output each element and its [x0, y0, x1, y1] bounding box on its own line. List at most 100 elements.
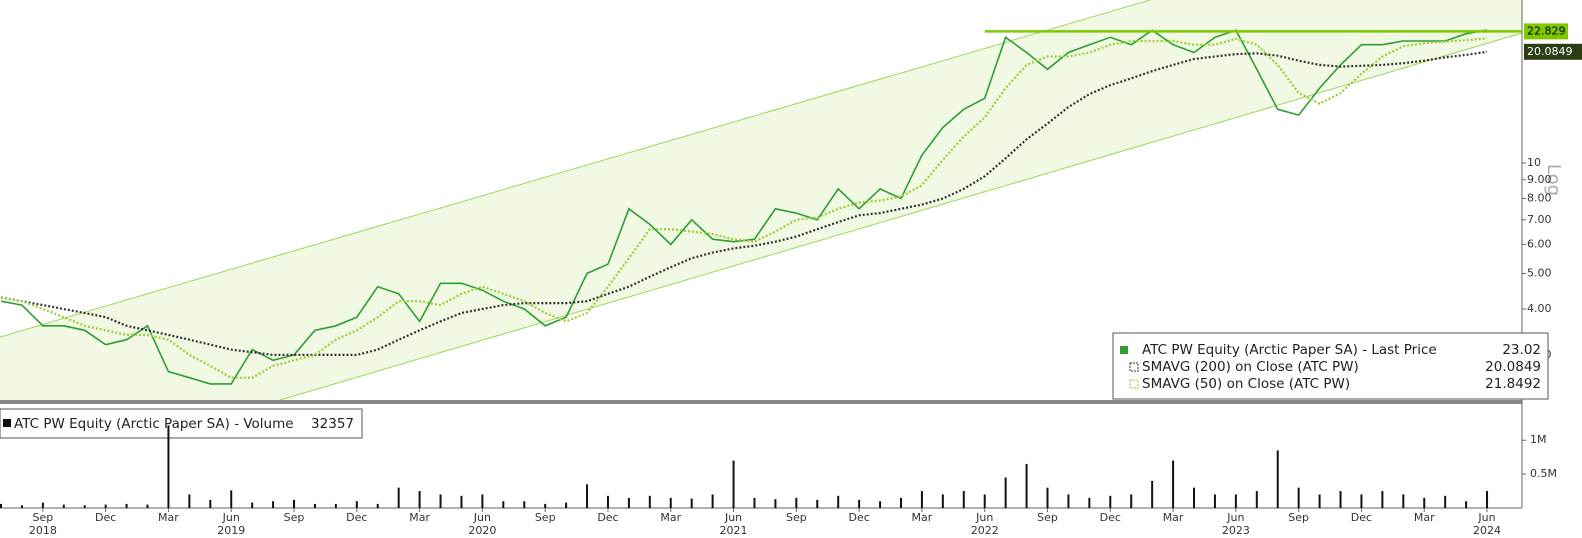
x-tick-label: Jun [1226, 511, 1244, 524]
x-tick-label: Jun [724, 511, 742, 524]
volume-bar [188, 494, 191, 508]
x-tick-label: Mar [1163, 511, 1184, 524]
x-tick-label: Jun [222, 511, 240, 524]
volume-bar [1004, 477, 1007, 508]
year-label: 2020 [468, 524, 496, 537]
volume-bar [732, 460, 735, 508]
legend-box [0, 408, 363, 439]
volume-bar [586, 484, 589, 508]
volume-bar [1213, 494, 1216, 508]
volume-bar [293, 499, 296, 508]
volume-bar [481, 494, 484, 508]
volume-bar [669, 497, 672, 508]
volume-bar [83, 505, 86, 508]
volume-bar [627, 497, 630, 508]
volume-bar [41, 502, 44, 508]
y-tick-label: 5.00 [1527, 266, 1552, 279]
volume-bar [1151, 480, 1154, 508]
volume-bar [1486, 491, 1489, 508]
x-tick-label: Sep [32, 511, 53, 524]
volume-bar [355, 501, 358, 508]
volume-bar [1381, 491, 1384, 508]
volume-bar [1109, 495, 1112, 508]
x-tick-label: Jun [975, 511, 993, 524]
y-tick-label: 9.00 [1527, 173, 1552, 186]
y-tick-label: 6.00 [1527, 237, 1552, 250]
volume-bar [1025, 463, 1028, 508]
legend-swatch [1120, 346, 1128, 354]
volume-bar [544, 503, 547, 508]
x-tick-label: Dec [1351, 511, 1372, 524]
x-tick-label: Dec [1100, 511, 1121, 524]
volume-bar [648, 495, 651, 508]
volume-bar [272, 501, 275, 508]
volume-bar [920, 491, 923, 508]
volume-last: 32357 [311, 416, 354, 432]
legend-value: 21.8492 [1485, 376, 1541, 392]
legend-value: 23.02 [1502, 342, 1541, 358]
volume-bar [816, 499, 819, 508]
volume-legend: ATC PW Equity (Arctic Paper SA) - Volume… [0, 408, 363, 439]
year-label: 2021 [720, 524, 748, 537]
volume-bar [1465, 501, 1468, 508]
year-label: 2018 [29, 524, 57, 537]
volume-bar [1402, 494, 1405, 508]
x-tick-label: Sep [535, 511, 556, 524]
volume-bar [879, 501, 882, 508]
volume-bar [606, 495, 609, 508]
legend: ATC PW Equity (Arctic Paper SA) - Last P… [1112, 332, 1549, 400]
price-line [0, 50, 1488, 356]
volume-bar [439, 494, 442, 508]
volume-bar [753, 497, 756, 508]
legend-box [1112, 332, 1549, 400]
y-tick-label: 4.00 [1527, 302, 1552, 315]
x-tick-label: Sep [1288, 511, 1309, 524]
volume-bar [313, 503, 316, 508]
x-tick-label: Sep [786, 511, 807, 524]
legend-value: 20.0849 [1485, 359, 1541, 375]
y-tick-label: 1M [1530, 433, 1547, 446]
sma-value: 20.0849 [1527, 45, 1573, 58]
volume-bar [858, 499, 861, 508]
y-tick-label: 7.00 [1527, 213, 1552, 226]
volume-bar [125, 503, 128, 508]
volume-bar [1444, 495, 1447, 508]
volume-bar [146, 504, 149, 508]
volume-bar [1193, 487, 1196, 508]
x-tick-label: Dec [597, 511, 618, 524]
volume-bar [1255, 491, 1258, 508]
y-tick-label: 8.00 [1527, 192, 1552, 205]
volume-bar [1423, 497, 1426, 508]
level-box [1524, 23, 1568, 40]
x-tick-label: Mar [158, 511, 179, 524]
year-label: 2019 [217, 524, 245, 537]
volume-bar [167, 425, 170, 508]
volume-bar [1276, 450, 1279, 508]
volume-bar [962, 491, 965, 508]
volume-bar [795, 497, 798, 508]
channel-upper [0, 0, 1151, 338]
volume-bar [20, 505, 23, 508]
price-line [0, 37, 1488, 379]
channel-fill [0, 0, 1522, 400]
volume-bar [941, 494, 944, 508]
y-tick-label: 0.5M [1530, 467, 1557, 480]
volume-bar [230, 490, 233, 508]
x-tick-label: Dec [848, 511, 869, 524]
volume-title: ATC PW Equity (Arctic Paper SA) - Volume [14, 416, 294, 432]
volume-bar [1297, 487, 1300, 508]
sma-box [1524, 43, 1582, 60]
volume-bar [983, 494, 986, 508]
volume-bar [1318, 494, 1321, 508]
x-tick-label: Mar [1414, 511, 1435, 524]
volume-bar [104, 504, 107, 508]
x-tick-label: Mar [660, 511, 681, 524]
volume-bar [1088, 497, 1091, 508]
volume-bar [376, 503, 379, 508]
x-tick-label: Mar [912, 511, 933, 524]
volume-bar [397, 487, 400, 508]
legend-swatch [3, 419, 11, 427]
x-tick-label: Dec [95, 511, 116, 524]
volume-bar [209, 499, 212, 508]
volume-bar [1172, 460, 1175, 508]
